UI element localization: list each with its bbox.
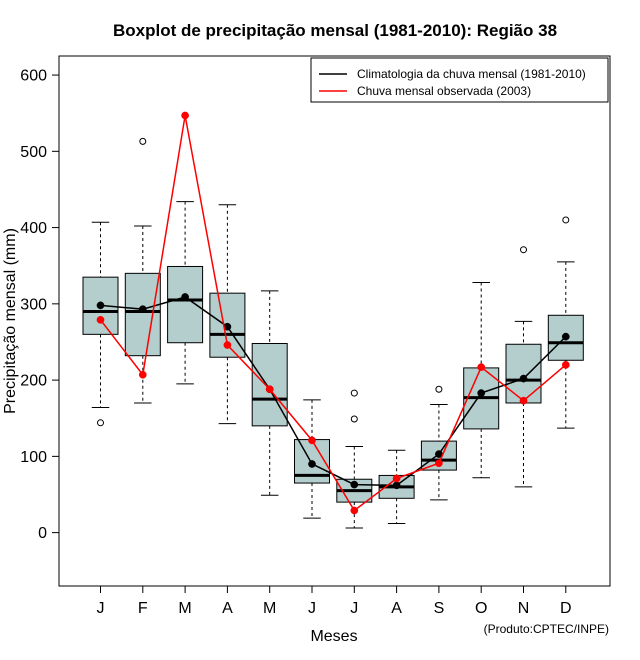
series-point-11 [519,396,528,405]
x-tick-label-6: J [308,600,316,617]
outlier-point [562,216,570,224]
series-observada [96,111,570,515]
box-iqr [251,342,288,427]
x-tick-label-8: A [391,600,402,617]
chart-title: Boxplot de precipitação mensal (1981-201… [113,21,557,40]
y-tick-label-500: 500 [20,144,47,161]
series-point-3 [181,293,189,301]
box-month-1 [82,221,119,427]
legend-label-observada: Chuva mensal observada (2003) [357,84,531,98]
series-point-2 [138,370,147,379]
y-tick-label-200: 200 [20,373,47,390]
box-iqr [167,265,204,344]
box-month-9 [420,385,457,501]
outlier-point [139,137,147,145]
box-iqr [124,272,161,357]
x-tick-label-5: M [263,600,276,617]
x-tick-label-7: J [350,600,358,617]
series-line [99,115,567,512]
legend: Climatologia da chuva mensal (1981-2010)… [310,57,609,103]
outlier-point [97,419,104,427]
legend-box [310,57,609,103]
box-month-6 [294,399,330,519]
series-point-12 [561,332,570,341]
y-tick-label-400: 400 [20,220,47,237]
x-tick-label-10: O [475,600,487,617]
box-month-10 [463,281,500,479]
box-month-5 [251,290,288,496]
series-point-1 [96,301,105,310]
y-axis: 0 100 200 300 400 500 600 [20,68,60,542]
credit-text: (Produto:CPTEC/INPE) [484,622,609,636]
series-point-8 [392,481,401,490]
box-month-12 [547,216,584,429]
box-iqr [505,343,542,404]
series-point-1 [96,316,105,324]
x-tick-label-4: A [222,600,233,617]
series-point-9 [435,459,443,468]
x-tick-label-11: N [518,600,530,617]
series-point-7 [350,506,359,515]
outlier-point [350,389,358,397]
x-tick-label-2: F [138,600,148,617]
x-tick-label-1: J [97,600,105,617]
series-point-11 [519,374,528,383]
y-tick-label-100: 100 [20,449,47,466]
outlier-point [435,385,443,393]
box-month-2 [124,137,161,404]
outlier-point [350,415,358,423]
x-tick-label-9: S [434,600,445,617]
y-tick-label-0: 0 [38,525,47,542]
x-axis-label: Meses [310,628,357,645]
x-tick-label-12: D [560,600,572,617]
series-point-10 [477,363,486,371]
series-point-6 [308,436,316,445]
series-point-3 [181,111,189,120]
series-lines [96,111,570,515]
box-month-3 [167,201,204,385]
series-point-4 [223,341,232,349]
series-point-10 [477,389,486,397]
x-tick-label-3: M [178,600,191,617]
boxes [82,137,584,529]
y-tick-label-600: 600 [20,68,47,85]
outlier-point [520,246,527,254]
series-point-5 [265,385,274,394]
series-point-12 [561,360,570,369]
y-axis-label: Precipitação mensal (mm) [2,228,19,414]
series-point-8 [392,474,401,483]
legend-label-climatologia: Climatologia da chuva mensal (1981-2010) [357,67,586,81]
series-point-6 [308,460,316,468]
box-month-4 [209,204,246,425]
series-point-2 [138,305,147,314]
y-tick-label-300: 300 [20,296,47,313]
series-point-7 [350,480,359,489]
